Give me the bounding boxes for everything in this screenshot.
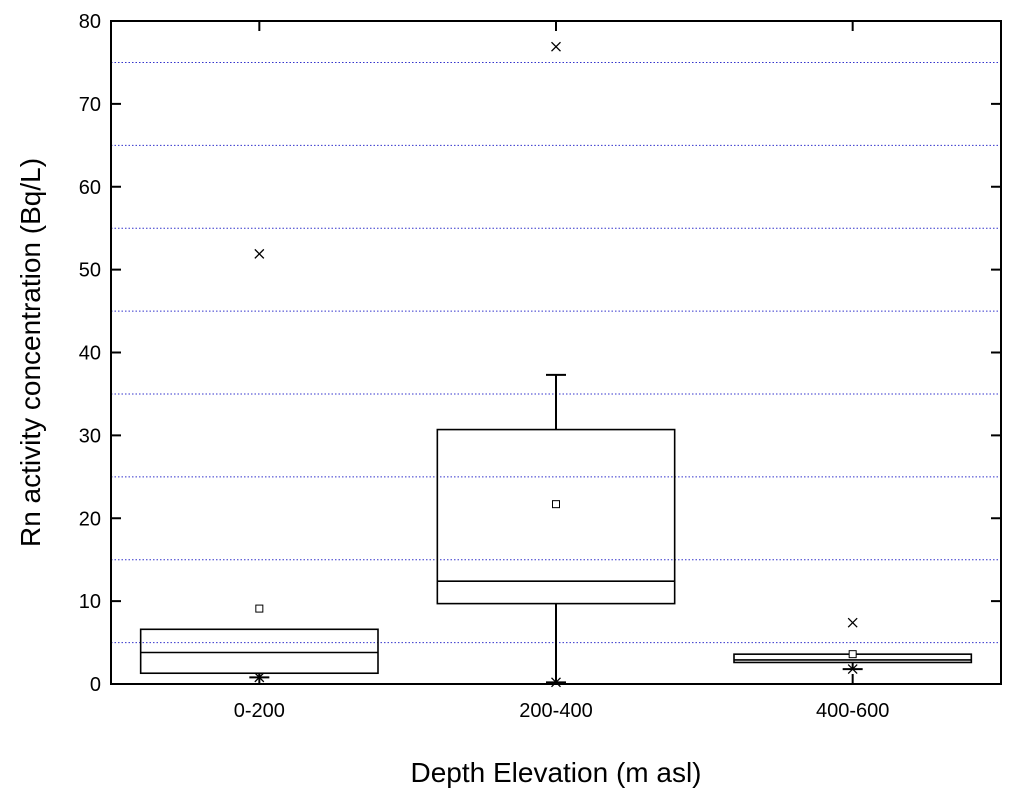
y-tick-label: 50 (79, 260, 101, 282)
max-marker (847, 617, 858, 628)
min-marker (847, 664, 858, 675)
y-tick-label: 20 (79, 508, 101, 530)
box-400-600 (733, 617, 973, 675)
box-200-400 (436, 41, 676, 688)
cross-stroke (254, 248, 265, 259)
y-tick-label: 70 (79, 94, 101, 116)
x-tick-label: 200-400 (519, 700, 592, 722)
y-tick-label: 80 (79, 11, 101, 33)
y-tick-label: 30 (79, 425, 101, 447)
box-0-200 (139, 248, 379, 683)
y-tick-label: 10 (79, 591, 101, 613)
x-axis-title: Depth Elevation (m asl) (410, 757, 701, 788)
boxes (139, 41, 973, 688)
y-axis-title: Rn activity concentration (Bq/L) (15, 158, 46, 547)
y-tick-label: 60 (79, 177, 101, 199)
mean-marker (848, 650, 857, 659)
iqr-box (436, 428, 676, 605)
x-tick-label: 0-200 (234, 700, 285, 722)
mean-marker (255, 604, 264, 613)
y-tick-label: 0 (90, 674, 101, 696)
y-tick-label: 40 (79, 343, 101, 365)
cross-stroke (847, 664, 858, 675)
plot-frame (110, 20, 1002, 685)
grid-lines (111, 61, 1001, 644)
max-marker (254, 248, 265, 259)
axis-ticks: 0 10 20 30 40 50 60 70 80 0-200 200-400 400-600 (79, 11, 1001, 722)
mean-marker (552, 500, 560, 509)
max-marker (551, 41, 561, 52)
cross-stroke (551, 41, 561, 52)
x-tick-label: 400-600 (816, 700, 889, 722)
cross-stroke (847, 617, 858, 628)
iqr-box (139, 628, 379, 675)
